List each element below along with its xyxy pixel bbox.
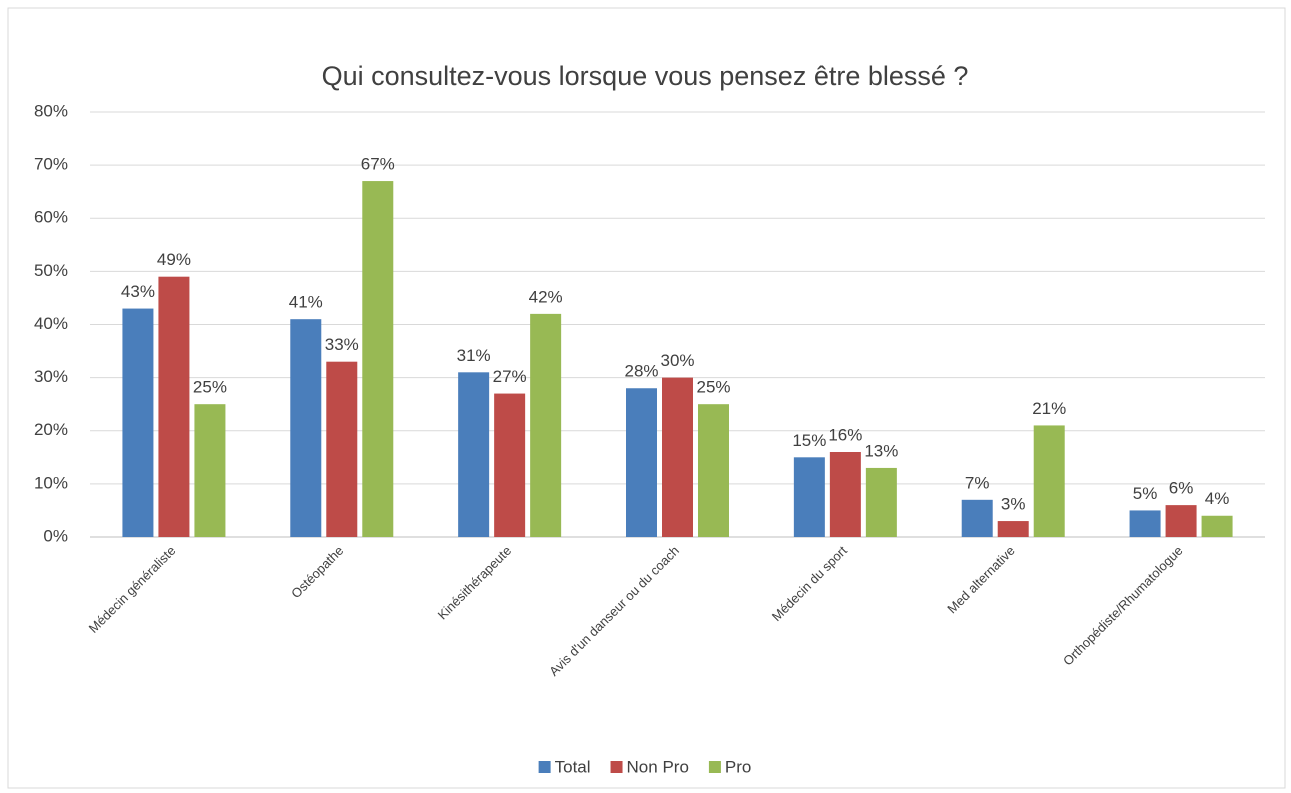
bar xyxy=(122,308,154,537)
bar xyxy=(1129,510,1161,537)
y-tick-label: 50% xyxy=(34,261,68,280)
legend-label: Total xyxy=(555,757,591,776)
value-label: 42% xyxy=(529,287,563,306)
value-label: 67% xyxy=(361,155,395,174)
bar xyxy=(326,361,358,537)
bar xyxy=(158,276,190,537)
y-tick-label: 60% xyxy=(34,208,68,227)
value-label: 31% xyxy=(457,346,491,365)
bar xyxy=(194,404,226,537)
value-label: 30% xyxy=(660,351,694,370)
value-label: 6% xyxy=(1169,479,1194,498)
bar xyxy=(1033,425,1065,537)
y-tick-label: 40% xyxy=(34,314,68,333)
y-tick-label: 10% xyxy=(34,473,68,492)
value-label: 33% xyxy=(325,335,359,354)
y-tick-label: 70% xyxy=(34,155,68,174)
y-tick-label: 80% xyxy=(34,101,68,120)
value-label: 41% xyxy=(289,293,323,312)
bar xyxy=(458,372,490,537)
value-label: 43% xyxy=(121,282,155,301)
value-label: 13% xyxy=(864,441,898,460)
bar xyxy=(865,467,897,537)
value-label: 15% xyxy=(792,431,826,450)
legend-label: Pro xyxy=(725,757,751,776)
y-tick-label: 0% xyxy=(43,526,68,545)
bar xyxy=(961,499,993,537)
bar xyxy=(829,452,861,537)
bar xyxy=(530,313,562,537)
value-label: 25% xyxy=(193,378,227,397)
bar xyxy=(494,393,526,537)
bar xyxy=(1165,505,1197,537)
value-label: 4% xyxy=(1205,489,1230,508)
bar xyxy=(1201,515,1233,537)
bar xyxy=(290,319,322,537)
bar xyxy=(662,377,693,537)
value-label: 5% xyxy=(1133,484,1158,503)
value-label: 3% xyxy=(1001,495,1026,514)
bar xyxy=(626,388,657,537)
value-label: 7% xyxy=(965,473,990,492)
y-tick-label: 30% xyxy=(34,367,68,386)
chart-title: Qui consultez-vous lorsque vous pensez ê… xyxy=(322,61,969,91)
bar xyxy=(362,181,394,537)
value-label: 27% xyxy=(493,367,527,386)
legend-label: Non Pro xyxy=(627,757,689,776)
bar xyxy=(997,521,1029,537)
value-label: 16% xyxy=(828,425,862,444)
value-label: 21% xyxy=(1032,399,1066,418)
value-label: 49% xyxy=(157,250,191,269)
legend-swatch xyxy=(610,761,623,773)
bar xyxy=(793,457,825,537)
y-tick-label: 20% xyxy=(34,420,68,439)
bar xyxy=(698,404,729,537)
value-label: 25% xyxy=(696,378,730,397)
value-label: 28% xyxy=(624,362,658,381)
legend-swatch xyxy=(708,761,721,773)
legend-swatch xyxy=(538,761,551,773)
